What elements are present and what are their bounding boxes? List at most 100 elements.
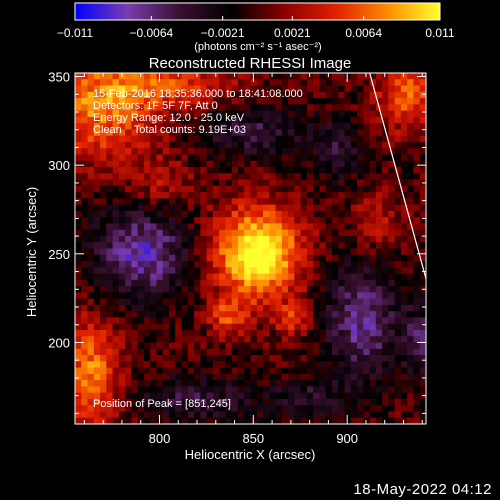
heatmap-pixel — [187, 73, 195, 80]
heatmap-pixel — [181, 217, 189, 225]
heatmap-pixel — [394, 110, 402, 118]
heatmap-pixel — [275, 261, 283, 268]
heatmap-pixel — [331, 204, 339, 212]
heatmap-pixel — [81, 279, 89, 287]
heatmap-pixel — [407, 98, 415, 105]
heatmap-pixel — [319, 185, 327, 193]
heatmap-pixel — [313, 154, 321, 162]
heatmap-pixel — [294, 185, 302, 193]
heatmap-pixel — [81, 317, 89, 325]
heatmap-pixel — [206, 254, 214, 262]
heatmap-pixel — [156, 235, 164, 243]
heatmap-pixel — [275, 192, 283, 199]
heatmap-pixel — [382, 98, 389, 105]
heatmap-pixel — [93, 160, 101, 168]
heatmap-pixel — [175, 317, 183, 325]
heatmap-pixel — [281, 279, 289, 287]
heatmap-pixel — [231, 73, 239, 80]
heatmap-pixel — [100, 198, 107, 206]
heatmap-pixel — [187, 91, 195, 99]
heatmap-pixel — [357, 292, 364, 300]
heatmap-pixel — [231, 279, 239, 287]
heatmap-pixel — [143, 129, 151, 137]
heatmap-pixel — [338, 254, 346, 262]
heatmap-pixel — [200, 355, 208, 362]
heatmap-pixel — [181, 392, 189, 400]
heatmap-pixel — [194, 355, 201, 362]
heatmap-pixel — [388, 286, 396, 293]
heatmap-pixel — [338, 279, 346, 287]
heatmap-pixel — [244, 323, 252, 331]
heatmap-pixel — [338, 192, 346, 199]
heatmap-pixel — [394, 91, 402, 99]
heatmap-pixel — [413, 355, 421, 362]
heatmap-pixel — [375, 85, 383, 93]
heatmap-pixel — [131, 361, 139, 369]
heatmap-pixel — [300, 204, 308, 212]
heatmap-pixel — [350, 235, 358, 243]
heatmap-pixel — [350, 254, 358, 262]
heatmap-pixel — [169, 198, 176, 206]
heatmap-pixel — [269, 292, 277, 300]
heatmap-pixel — [331, 135, 339, 143]
heatmap-pixel — [206, 267, 214, 275]
heatmap-pixel — [319, 329, 327, 337]
heatmap-pixel — [162, 210, 170, 218]
heatmap-pixel — [100, 154, 107, 162]
heatmap-pixel — [181, 123, 189, 131]
heatmap-pixel — [225, 304, 233, 312]
heatmap-pixel — [93, 417, 101, 424]
heatmap-pixel — [375, 235, 383, 243]
heatmap-pixel — [413, 261, 421, 268]
heatmap-pixel — [131, 223, 139, 231]
heatmap-pixel — [181, 261, 189, 268]
heatmap-pixel — [200, 192, 208, 199]
heatmap-pixel — [175, 110, 183, 118]
heatmap-pixel — [288, 185, 295, 193]
heatmap-pixel — [419, 304, 426, 312]
heatmap-pixel — [338, 398, 346, 406]
heatmap-pixel — [344, 342, 352, 350]
heatmap-pixel — [112, 386, 120, 394]
heatmap-pixel — [125, 286, 133, 293]
heatmap-pixel — [369, 392, 377, 400]
heatmap-pixel — [75, 261, 82, 268]
colorbar-tick-label: 0.0021 — [274, 26, 311, 40]
heatmap-pixel — [288, 179, 295, 187]
heatmap-pixel — [237, 386, 245, 394]
heatmap-pixel — [181, 367, 189, 375]
heatmap-pixel — [150, 141, 158, 149]
heatmap-pixel — [93, 192, 101, 199]
heatmap-pixel — [112, 348, 120, 356]
heatmap-pixel — [231, 110, 239, 118]
heatmap-pixel — [369, 355, 377, 362]
heatmap-pixel — [219, 261, 227, 268]
heatmap-pixel — [313, 267, 321, 275]
heatmap-pixel — [244, 361, 252, 369]
heatmap-pixel — [212, 192, 220, 199]
heatmap-pixel — [350, 223, 358, 231]
heatmap-pixel — [263, 279, 270, 287]
heatmap-pixel — [363, 135, 371, 143]
heatmap-pixel — [313, 355, 321, 362]
heatmap-pixel — [231, 411, 239, 419]
heatmap-pixel — [212, 261, 220, 268]
heatmap-pixel — [350, 317, 358, 325]
heatmap-pixel — [187, 317, 195, 325]
heatmap-pixel — [162, 273, 170, 281]
heatmap-pixel — [237, 311, 245, 319]
heatmap-pixel — [331, 317, 339, 325]
heatmap-pixel — [143, 173, 151, 181]
heatmap-pixel — [131, 91, 139, 99]
heatmap-pixel — [288, 73, 295, 80]
heatmap-pixel — [75, 380, 82, 387]
heatmap-pixel — [331, 292, 339, 300]
heatmap-pixel — [363, 141, 371, 149]
heatmap-pixel — [382, 141, 389, 149]
heatmap-pixel — [338, 267, 346, 275]
heatmap-pixel — [319, 304, 327, 312]
heatmap-pixel — [93, 210, 101, 218]
heatmap-pixel — [369, 317, 377, 325]
heatmap-pixel — [106, 254, 114, 262]
heatmap-pixel — [112, 223, 120, 231]
